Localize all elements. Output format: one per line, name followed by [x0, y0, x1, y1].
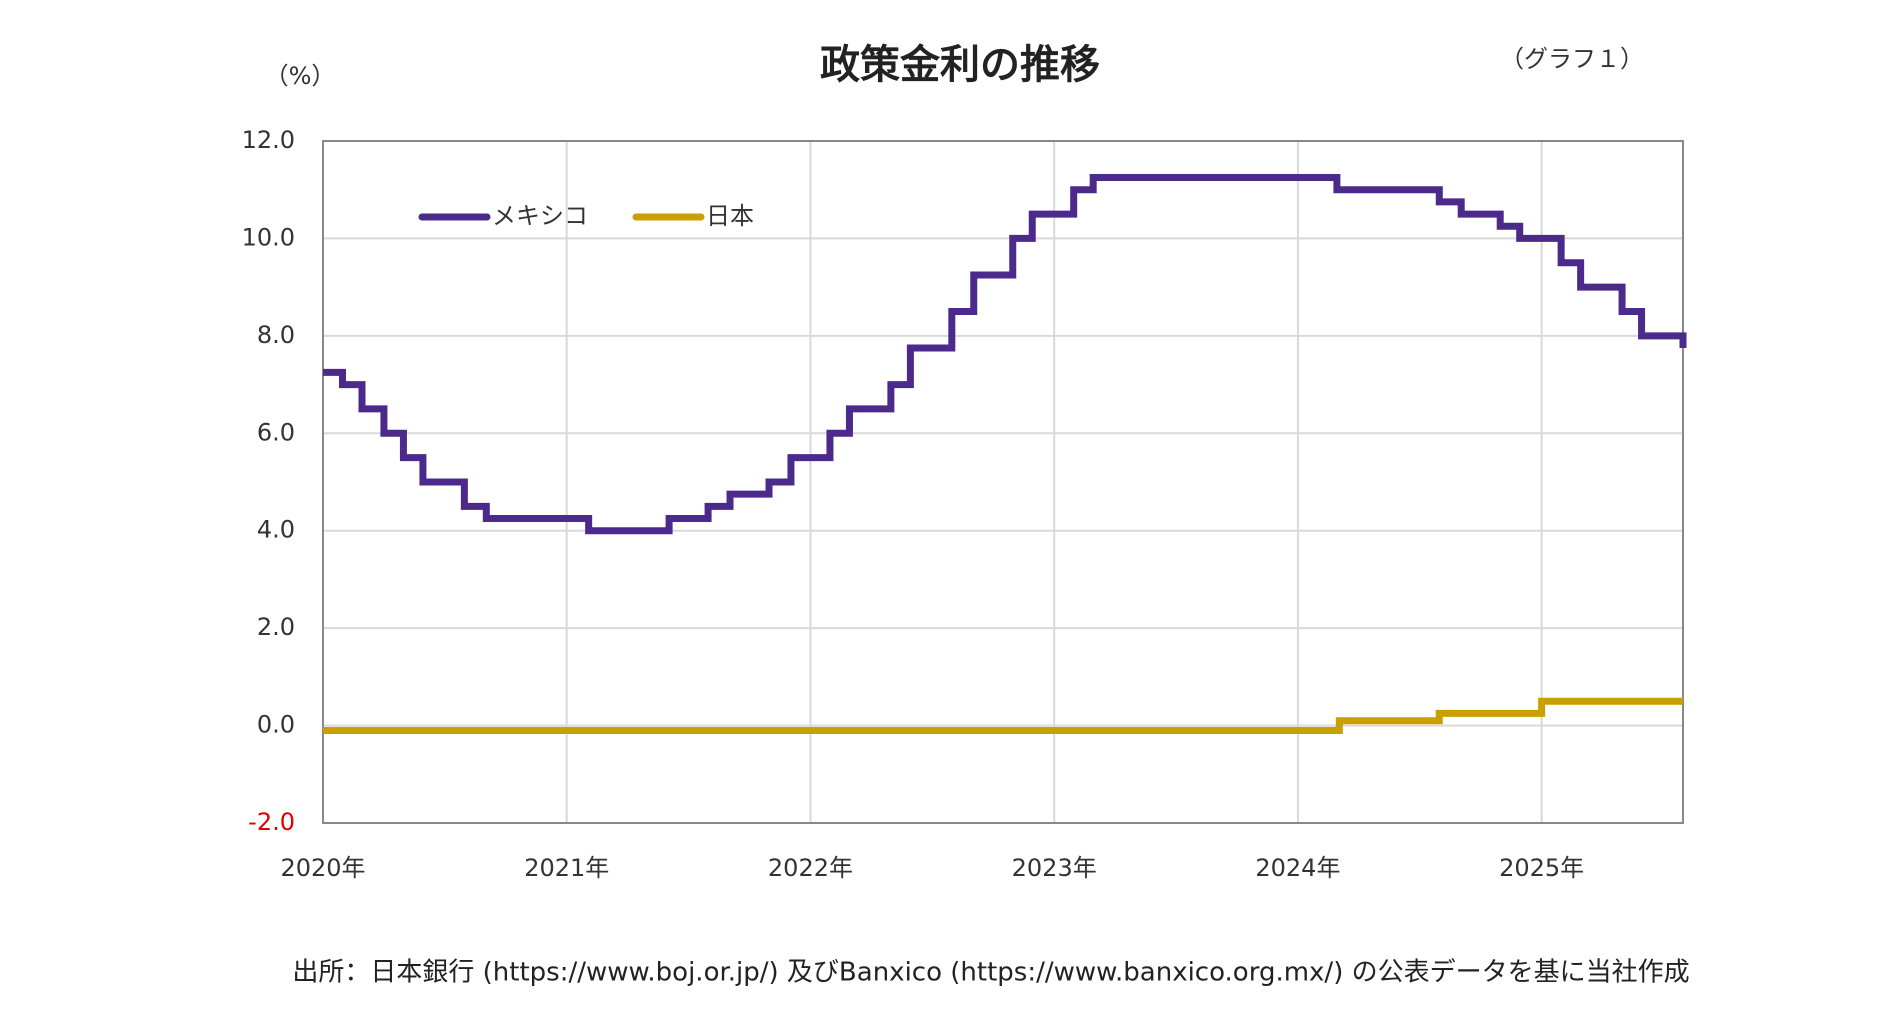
y-tick-label: 0.0: [257, 711, 295, 739]
plot-area: [323, 174, 1687, 734]
y-tick-label: 12.0: [242, 126, 295, 154]
plot-border: [322, 140, 1684, 824]
y-tick-label: 4.0: [257, 516, 295, 544]
y-tick-label: 10.0: [242, 223, 295, 251]
y-tick-label: -2.0: [248, 808, 295, 836]
x-tick-label: 2021年: [524, 854, 609, 882]
legend-label: 日本: [706, 202, 754, 230]
x-tick-label: 2025年: [1499, 854, 1584, 882]
chart-title: 政策金利の推移: [820, 42, 1100, 88]
y-unit: （%）: [265, 62, 336, 90]
legend-label: メキシコ: [492, 202, 588, 230]
y-tick-label: 2.0: [257, 613, 295, 641]
source-note: 出所：日本銀行 (https://www.boj.or.jp/) 及びBanxi…: [292, 958, 1689, 988]
x-tick-label: 2023年: [1012, 854, 1097, 882]
grid: [322, 140, 1684, 824]
x-tick-label: 2022年: [768, 854, 853, 882]
y-tick-label: 8.0: [257, 321, 295, 349]
x-tick-label: 2020年: [280, 854, 365, 882]
series-line: [323, 174, 1687, 535]
x-tick-label: 2024年: [1255, 854, 1340, 882]
y-tick-label: 6.0: [257, 418, 295, 446]
series-line: [323, 697, 1683, 734]
graph-label: （グラフ１）: [1500, 45, 1644, 73]
